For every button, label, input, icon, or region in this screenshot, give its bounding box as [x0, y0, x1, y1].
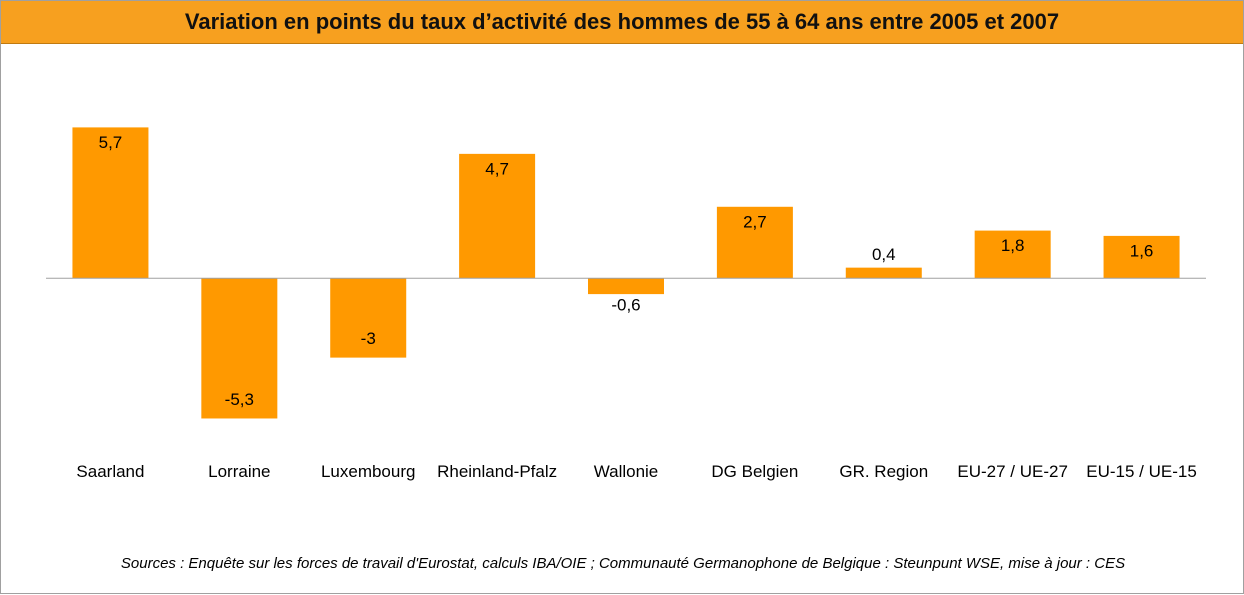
data-label: 5,7	[99, 133, 123, 152]
x-tick-label: EU-15 / UE-15	[1086, 462, 1197, 481]
x-tick-label: Wallonie	[593, 462, 659, 481]
data-label: -3	[361, 329, 376, 348]
data-label: -0,6	[611, 296, 640, 315]
data-label: -5,3	[225, 390, 254, 409]
x-tick-label: Lorraine	[208, 462, 271, 481]
bar	[845, 267, 922, 279]
data-label: 2,7	[743, 212, 767, 231]
bar	[1103, 235, 1180, 279]
bar	[974, 230, 1051, 279]
x-tick-label: EU-27 / UE-27	[957, 462, 1068, 481]
source-note: Sources : Enquête sur les forces de trav…	[120, 555, 1126, 572]
chart-title: Variation en points du taux d’activité d…	[1, 1, 1243, 44]
data-label: 1,6	[1130, 241, 1154, 260]
x-tick-label: GR. Region	[839, 462, 929, 481]
x-tick-label: Rheinland-Pfalz	[437, 462, 558, 481]
bar	[716, 206, 793, 279]
x-tick-label: DG Belgien	[711, 462, 799, 481]
bar	[459, 153, 536, 279]
data-label: 1,8	[1001, 236, 1025, 255]
x-tick-label: Luxembourg	[320, 462, 416, 481]
bar	[588, 278, 664, 295]
x-tick-label: Saarland	[76, 462, 145, 481]
data-label: 0,4	[872, 245, 896, 264]
bar	[201, 278, 278, 419]
bar	[72, 127, 149, 279]
bar	[330, 278, 407, 358]
data-label: 4,7	[485, 159, 509, 178]
